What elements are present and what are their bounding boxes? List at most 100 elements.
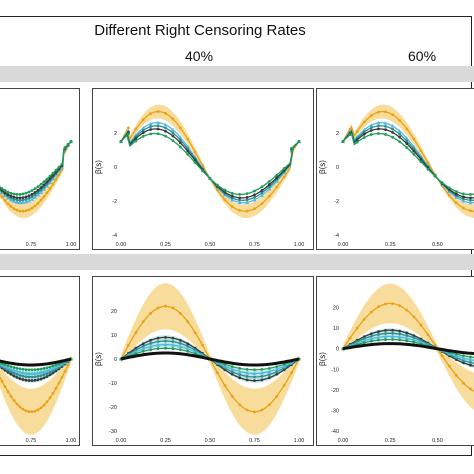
series-marker <box>384 302 387 306</box>
series-marker <box>267 180 271 183</box>
y-tick-label: -40 <box>331 429 339 435</box>
series-marker <box>260 191 264 195</box>
series-marker <box>412 340 416 344</box>
series-marker <box>36 188 40 192</box>
series-marker <box>30 206 34 210</box>
series-marker <box>469 196 472 200</box>
series-marker <box>369 133 373 136</box>
series-marker <box>362 132 366 136</box>
series-marker <box>9 394 13 398</box>
series-marker <box>369 310 373 314</box>
series-marker <box>398 119 402 122</box>
panel-r1-c0: 0.75 1.00 <box>0 88 80 250</box>
column-label-60: 60% <box>408 48 437 64</box>
series-marker <box>259 370 264 375</box>
series-marker <box>48 174 52 178</box>
series-marker <box>60 168 64 172</box>
x-tick-label: 0.75 <box>26 242 37 248</box>
series-marker <box>384 338 387 341</box>
series-marker <box>469 355 472 359</box>
series-marker <box>42 376 46 380</box>
series-marker <box>267 403 271 407</box>
series-marker <box>275 176 279 180</box>
series-marker <box>134 137 138 140</box>
series-marker <box>171 340 175 344</box>
series-marker <box>398 140 402 144</box>
series-marker <box>18 377 22 381</box>
series-marker <box>60 375 64 379</box>
y-tick-label: 20 <box>111 309 117 315</box>
series-marker <box>405 127 409 131</box>
series-marker <box>462 192 465 196</box>
series-marker <box>51 174 55 177</box>
series-marker <box>426 167 430 171</box>
series-marker <box>18 192 22 196</box>
series-marker <box>469 363 472 367</box>
series-marker <box>39 367 43 371</box>
series-marker <box>141 118 145 122</box>
series-marker <box>376 335 381 339</box>
series-marker <box>275 185 279 189</box>
series-marker <box>369 332 373 336</box>
series-marker <box>355 130 359 133</box>
series-marker <box>237 369 242 374</box>
series-marker <box>24 368 28 371</box>
series-marker <box>163 122 168 127</box>
series-marker <box>412 334 416 338</box>
series-marker <box>127 132 130 136</box>
series-marker <box>156 110 160 113</box>
series-marker <box>440 181 444 184</box>
series-marker <box>15 369 19 373</box>
series-marker <box>21 367 25 371</box>
series-marker <box>469 198 472 202</box>
series-marker <box>12 197 16 201</box>
series-marker <box>252 371 257 375</box>
x-tick-label: 0.50 <box>432 242 443 248</box>
series-marker <box>51 182 55 186</box>
series-marker <box>201 343 204 347</box>
series-marker <box>48 365 52 369</box>
series-marker <box>21 200 25 205</box>
series-marker <box>12 399 16 402</box>
series-marker <box>275 173 279 177</box>
series-marker <box>253 379 256 382</box>
series-marker <box>54 168 58 172</box>
series-marker <box>391 302 394 305</box>
y-tick-label: -20 <box>109 405 117 411</box>
series-marker <box>42 187 46 191</box>
series-marker <box>433 343 437 347</box>
series-marker <box>186 149 190 153</box>
series-marker <box>18 405 22 409</box>
series-marker <box>348 133 352 137</box>
series-marker <box>355 138 359 142</box>
series-marker <box>462 206 465 210</box>
series-marker <box>253 375 256 379</box>
series-marker <box>260 408 264 412</box>
series-marker <box>274 367 279 371</box>
series-marker <box>45 180 49 184</box>
series-marker <box>267 366 271 370</box>
series-marker <box>15 196 19 200</box>
series-marker <box>369 336 374 341</box>
series-marker <box>33 375 37 379</box>
series-marker <box>39 186 43 190</box>
series-marker <box>27 196 31 200</box>
series-marker <box>398 332 402 336</box>
series-marker <box>63 146 67 149</box>
series-marker <box>21 370 25 375</box>
series-marker <box>45 177 49 181</box>
chart-r2-c1: β(s) 20 10 0 -10 -20 -30 0.00 0.25 0.50 0.75 1.00 <box>94 283 304 444</box>
series-marker <box>33 378 37 382</box>
series-marker <box>24 371 28 375</box>
y-axis-label: β(s) <box>94 352 103 366</box>
series-marker <box>12 366 16 369</box>
series-marker <box>15 208 19 212</box>
series-marker <box>170 127 175 132</box>
series-marker <box>384 329 387 332</box>
series-marker <box>178 348 182 352</box>
series-marker <box>30 192 34 196</box>
series-marker <box>405 146 409 149</box>
series-marker <box>141 349 145 353</box>
series-marker <box>54 369 58 373</box>
